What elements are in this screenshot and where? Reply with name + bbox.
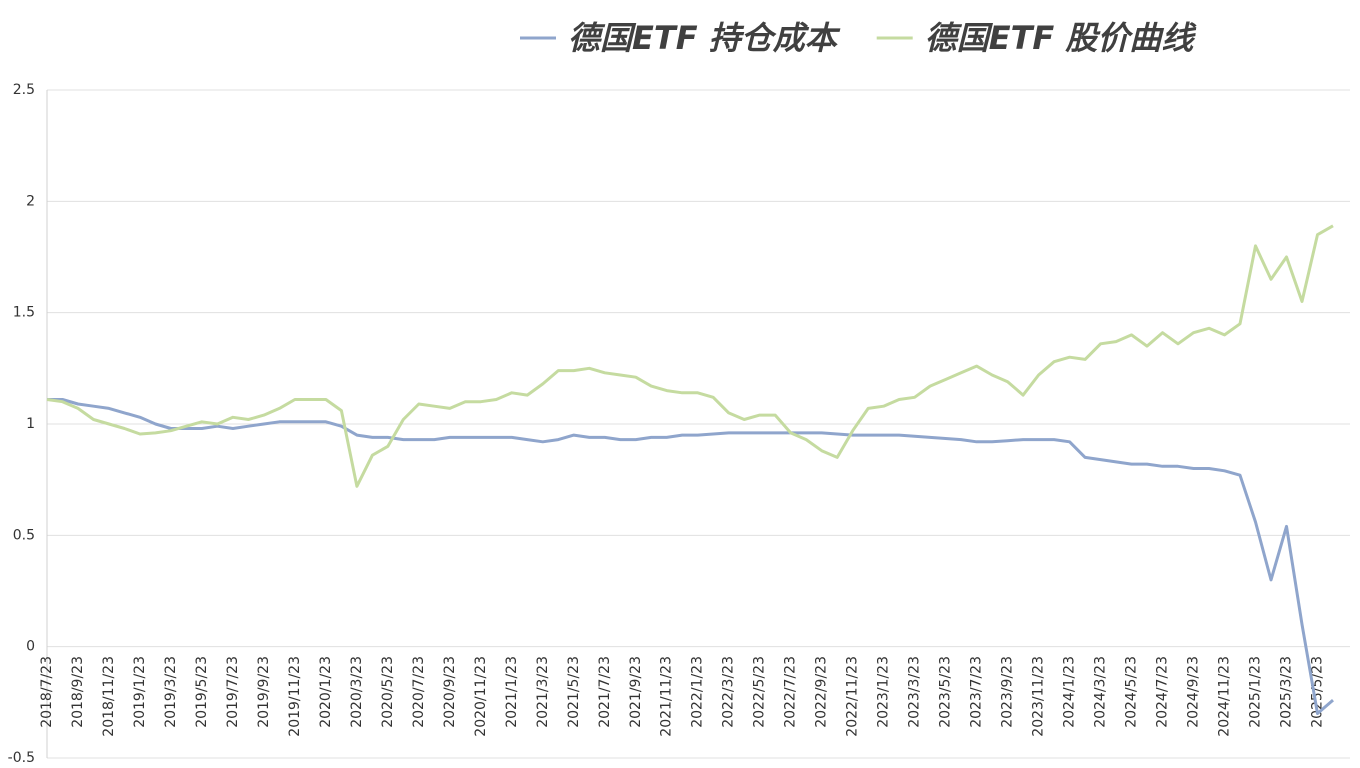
x-tick-label: 2022/11/23 (845, 656, 861, 737)
x-tick-label: 2019/9/23 (256, 656, 272, 728)
x-tick-label: 2021/11/23 (659, 656, 675, 737)
x-tick-label: 2022/5/23 (752, 656, 768, 728)
x-tick-label: 2025/1/23 (1247, 656, 1263, 728)
x-tick-label: 2024/5/23 (1124, 656, 1140, 728)
x-tick-label: 2020/3/23 (349, 656, 365, 728)
x-tick-label: 2024/1/23 (1062, 656, 1078, 728)
x-tick-label: 2023/9/23 (1000, 656, 1016, 728)
x-tick-label: 2023/3/23 (907, 656, 923, 728)
x-tick-label: 2019/11/23 (287, 656, 303, 737)
x-tick-label: 2022/3/23 (721, 656, 737, 728)
x-tick-label: 2023/1/23 (876, 656, 892, 728)
y-tick-label: 0.5 (13, 527, 35, 543)
x-tick-label: 2021/3/23 (535, 656, 551, 728)
x-tick-label: 2024/11/23 (1217, 656, 1233, 737)
x-tick-label: 2024/7/23 (1155, 656, 1171, 728)
series-line (46, 224, 1334, 488)
y-tick-label: 0 (26, 639, 35, 655)
x-tick-label: 2020/7/23 (411, 656, 427, 728)
y-tick-label: 1.5 (13, 305, 35, 321)
x-tick-label: 2023/7/23 (969, 656, 985, 728)
x-tick-label: 2024/3/23 (1093, 656, 1109, 728)
x-tick-label: 2023/5/23 (938, 656, 954, 728)
x-tick-label: 2020/5/23 (380, 656, 396, 728)
x-tick-label: 2019/3/23 (163, 656, 179, 728)
x-tick-label: 2018/7/23 (39, 656, 55, 728)
y-tick-label: 2 (26, 193, 35, 209)
x-tick-label: 2022/7/23 (783, 656, 799, 728)
x-tick-label: 2019/1/23 (132, 656, 148, 728)
y-tick-label: -0.5 (8, 750, 35, 766)
x-tick-label: 2021/9/23 (628, 656, 644, 728)
x-tick-label: 2024/9/23 (1186, 656, 1202, 728)
legend-label: 德国ETF 股价曲线 (925, 19, 1198, 57)
x-tick-label: 2018/9/23 (70, 656, 86, 728)
legend-label: 德国ETF 持仓成本 (568, 19, 841, 57)
series-line (47, 398, 1334, 715)
x-tick-label: 2025/5/23 (1309, 656, 1325, 728)
x-tick-label: 2023/11/23 (1031, 656, 1047, 737)
x-tick-label: 2020/11/23 (473, 656, 489, 737)
x-tick-label: 2021/7/23 (597, 656, 613, 728)
y-tick-label: 2.5 (13, 82, 35, 98)
x-tick-label: 2022/9/23 (814, 656, 830, 728)
y-tick-label: 1 (26, 416, 35, 432)
x-tick-label: 2025/3/23 (1278, 656, 1294, 728)
x-tick-label: 2021/1/23 (504, 656, 520, 728)
x-tick-label: 2022/1/23 (690, 656, 706, 728)
x-tick-label: 2019/5/23 (194, 656, 210, 728)
x-tick-label: 2020/1/23 (318, 656, 334, 728)
x-tick-label: 2019/7/23 (225, 656, 241, 728)
x-tick-label: 2018/11/23 (101, 656, 117, 737)
x-tick-label: 2020/9/23 (442, 656, 458, 728)
x-tick-label: 2021/5/23 (566, 656, 582, 728)
